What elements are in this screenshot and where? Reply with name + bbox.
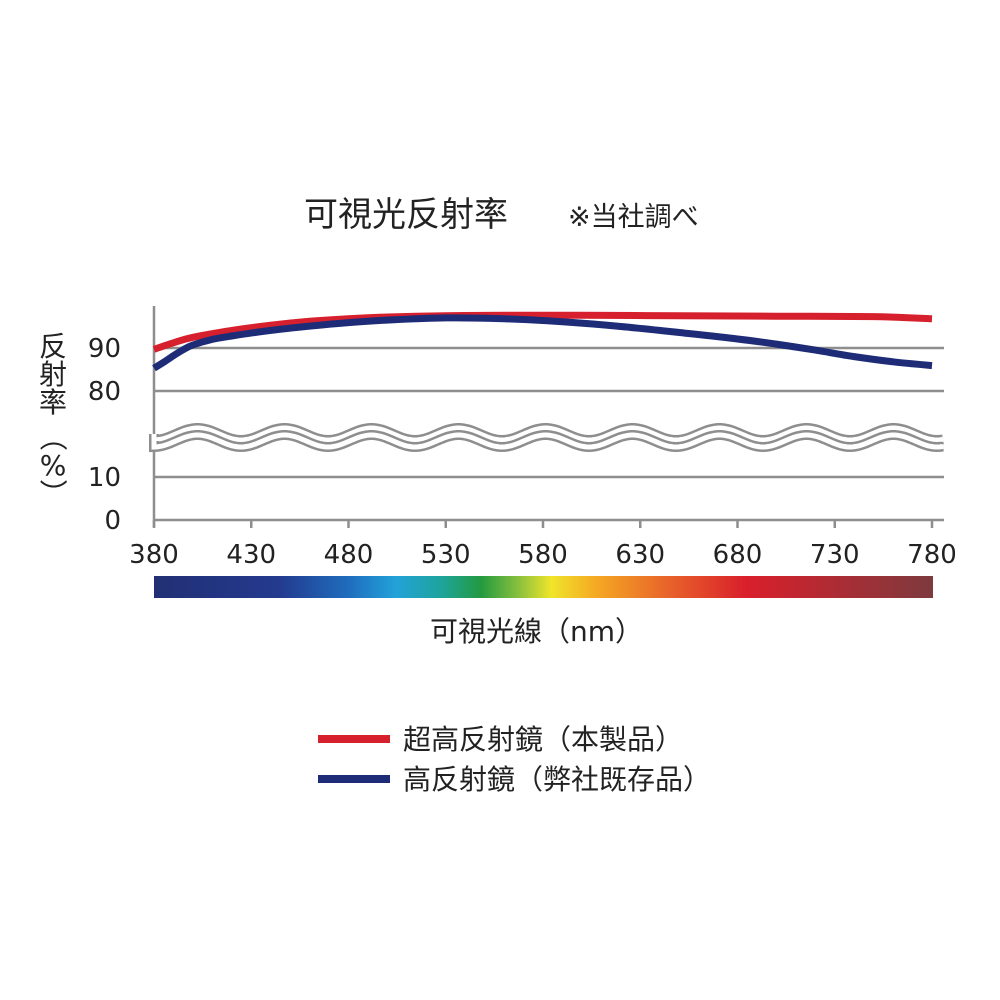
y-axis-label-char: （ bbox=[36, 423, 69, 451]
x-tick-label: 630 bbox=[615, 540, 665, 570]
x-tick-marks bbox=[152, 520, 934, 528]
chart-title: 可視光反射率 bbox=[304, 195, 508, 235]
x-tick-labels: 380 430 480 530 580 630 680 730 780 bbox=[129, 540, 957, 570]
x-tick-label: 580 bbox=[518, 540, 568, 570]
y-axis-label-char: ） bbox=[36, 479, 69, 507]
x-axis-label: 可視光線（nm） bbox=[430, 615, 643, 648]
x-tick-label: 380 bbox=[129, 540, 179, 570]
visible-spectrum-bar bbox=[154, 576, 933, 598]
y-axis-label-char: 率 bbox=[39, 386, 67, 419]
y-axis-label: 反射率 （%） bbox=[36, 330, 69, 507]
y-tick-label: 80 bbox=[88, 377, 121, 407]
legend: 超高反射鏡（本製品） 高反射鏡（弊社既存品） bbox=[318, 723, 711, 796]
x-tick-label: 730 bbox=[810, 540, 860, 570]
x-tick-label: 680 bbox=[713, 540, 763, 570]
y-axis-label-char: 射 bbox=[39, 358, 67, 391]
data-series bbox=[152, 311, 933, 372]
x-tick-label: 480 bbox=[324, 540, 374, 570]
x-tick-label: 530 bbox=[421, 540, 471, 570]
y-axis-label-char: 反 bbox=[39, 330, 67, 363]
x-tick-label: 780 bbox=[907, 540, 957, 570]
legend-label-high-reflector: 高反射鏡（弊社既存品） bbox=[403, 763, 711, 796]
y-axis-label-char: % bbox=[40, 449, 67, 482]
chart-note: ※当社調べ bbox=[568, 202, 699, 233]
y-tick-label: 90 bbox=[88, 334, 121, 364]
legend-label-super-high-reflector: 超高反射鏡（本製品） bbox=[403, 723, 683, 756]
y-tick-label: 0 bbox=[104, 506, 121, 536]
x-tick-label: 430 bbox=[226, 540, 276, 570]
series-high-reflector bbox=[152, 314, 933, 372]
y-tick-label: 10 bbox=[88, 463, 121, 493]
y-tick-labels: 0 10 80 90 bbox=[88, 334, 121, 536]
axis-break-symbol bbox=[149, 423, 944, 453]
